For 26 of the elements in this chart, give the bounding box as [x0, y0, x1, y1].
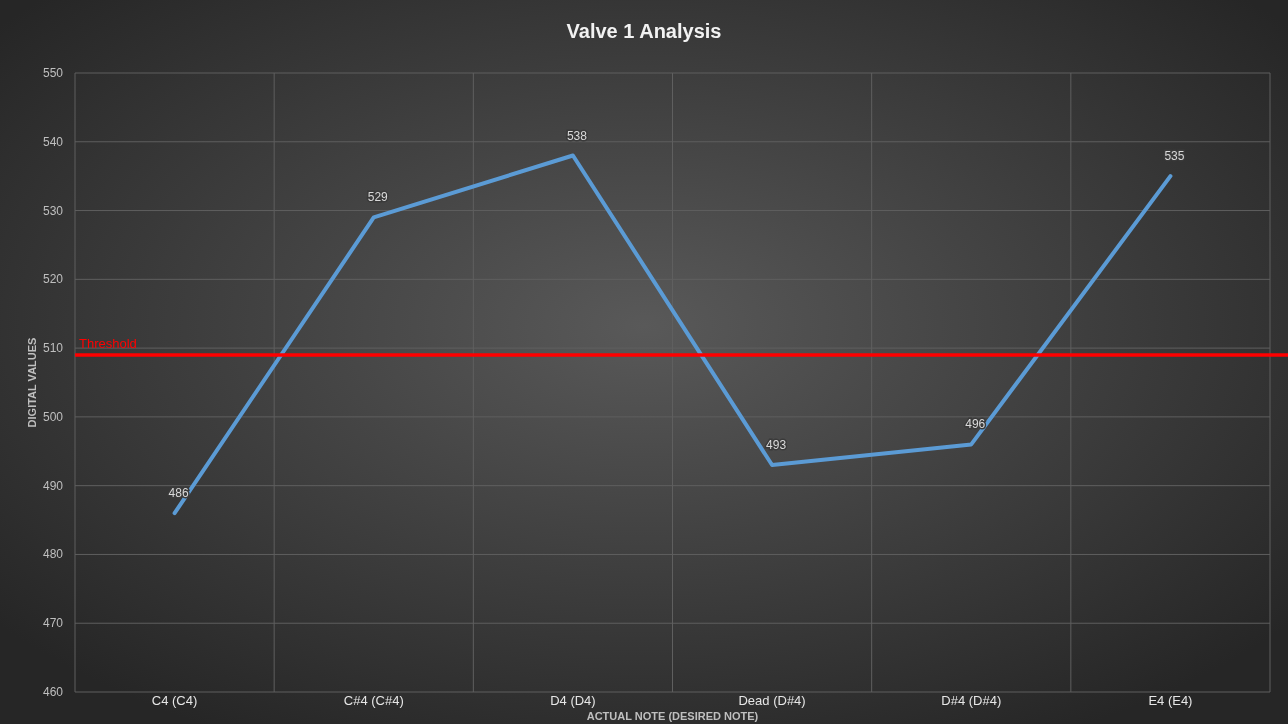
y-tick-label: 470	[42, 616, 64, 631]
y-tick-label: 550	[42, 66, 64, 80]
y-tick-label: 500	[42, 409, 64, 424]
x-tick-label: C4 (C4)	[151, 693, 198, 708]
data-label: 538	[566, 128, 588, 143]
data-label: 486	[168, 486, 189, 501]
data-label: 529	[367, 190, 389, 205]
x-tick-label: E4 (E4)	[1148, 693, 1193, 708]
data-label: 493	[766, 438, 787, 453]
y-tick-label: 510	[42, 341, 64, 356]
x-tick-label: Dead (D#4)	[738, 693, 806, 708]
y-tick-label: 530	[42, 203, 64, 218]
x-tick-label: D4 (D4)	[550, 693, 596, 708]
x-tick-label: D#4 (D#4)	[941, 693, 1002, 708]
y-tick-label: 460	[42, 685, 64, 699]
ref-line-label: Threshold	[79, 335, 137, 351]
y-tick-label: 540	[42, 134, 64, 149]
y-tick-label: 520	[42, 272, 64, 287]
data-label: 496	[965, 417, 986, 432]
data-label: 535	[1164, 149, 1185, 164]
y-tick-label: 490	[42, 478, 64, 493]
x-axis-title: ACTUAL NOTE (DESIRED NOTE)	[586, 710, 759, 722]
y-tick-label: 480	[42, 547, 64, 562]
chart-title: Valve 1 Analysis	[566, 20, 722, 42]
y-axis-title: DIGITAL VALUES	[26, 337, 38, 428]
x-tick-label: C#4 (C#4)	[343, 693, 404, 708]
